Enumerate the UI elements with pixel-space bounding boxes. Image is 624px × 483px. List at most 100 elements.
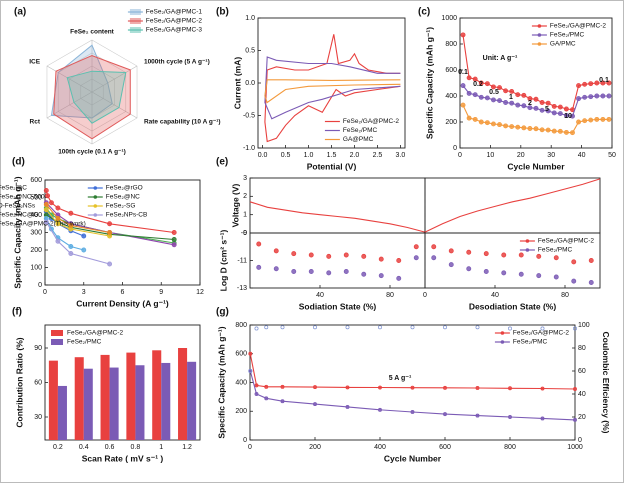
data-point — [508, 386, 512, 391]
y-tick-label: 400 — [445, 93, 457, 100]
data-point — [539, 107, 545, 113]
x-tick-label: 0.0 — [258, 152, 268, 159]
data-point — [497, 122, 502, 128]
data-point — [539, 100, 545, 105]
legend-marker — [93, 186, 98, 190]
data-point — [588, 280, 594, 285]
legend-swatch — [129, 27, 141, 33]
y-tick-label: 1.0 — [245, 15, 255, 22]
x-tick-label: 20 — [517, 152, 525, 159]
data-point — [582, 81, 588, 87]
data-point — [582, 94, 588, 100]
data-point — [533, 105, 539, 111]
legend-label: FeSe₂/PMC — [513, 339, 548, 346]
legend-marker — [93, 213, 98, 217]
radar-axis-label: FeSe₂ content — [70, 29, 115, 36]
data-point — [563, 129, 569, 135]
data-point — [107, 261, 113, 267]
data-point — [503, 100, 509, 105]
x-tick-label: 80 — [561, 292, 569, 299]
y-axis-label: Specific Capacity (mAh g⁻¹) — [12, 176, 22, 288]
data-point — [573, 387, 577, 391]
data-point — [606, 80, 612, 86]
data-point — [483, 269, 489, 274]
data-point — [280, 325, 285, 330]
y2-tick-label: 0 — [578, 437, 582, 444]
x-tick-label: 1.5 — [327, 152, 337, 159]
y-tick-label: 60 — [34, 379, 42, 386]
bar — [126, 352, 136, 440]
data-point — [107, 221, 113, 227]
legend-label: FeSe₂/PMC — [67, 339, 102, 346]
y-tick-label: 0 — [243, 437, 247, 444]
y-tick-label: 200 — [445, 119, 457, 126]
data-point — [345, 404, 350, 409]
data-point — [545, 100, 551, 106]
data-point — [343, 269, 349, 274]
x-tick-label: 0.5 — [281, 152, 291, 159]
x-tick-label: 40 — [316, 292, 324, 299]
x-tick-label: 0.8 — [131, 444, 141, 451]
legend-marker — [500, 331, 505, 335]
legend-label: FeSe₂/GA@PMC-2 — [343, 118, 399, 125]
y-tick-label: 30 — [34, 414, 42, 421]
series-line — [249, 201, 426, 233]
radar-axis-label: ICE — [29, 59, 41, 66]
data-point — [466, 115, 472, 121]
y-tick-label: 600 — [30, 177, 42, 184]
y2-tick-label: 60 — [578, 368, 586, 375]
data-point — [308, 252, 314, 258]
legend-label: FeSe₂/GA@PMC-2 — [538, 238, 594, 245]
annotation: 2 — [528, 100, 532, 107]
x-axis-label: Cycle Number — [384, 453, 442, 463]
legend-marker — [525, 248, 530, 252]
y-tick-label: 0 — [38, 282, 42, 289]
data-point — [264, 384, 269, 389]
annotation: 5 — [545, 106, 549, 113]
data-point — [509, 124, 515, 130]
data-point — [254, 383, 259, 388]
data-point — [256, 264, 262, 270]
data-point — [254, 392, 259, 396]
data-point — [81, 247, 87, 253]
data-point — [533, 96, 539, 102]
data-point — [484, 120, 490, 126]
data-point — [313, 402, 317, 407]
data-point — [497, 85, 502, 91]
data-point — [171, 242, 177, 248]
data-point — [448, 262, 454, 268]
data-point — [540, 326, 545, 331]
data-point — [107, 230, 113, 235]
y-tick-label: 100 — [30, 264, 42, 271]
y-tick-label: 0 — [453, 145, 457, 152]
annotation: 0.1 — [458, 69, 468, 76]
y2-tick-label: 80 — [578, 345, 586, 352]
y-tick-label: 0.5 — [245, 47, 255, 54]
legend-marker — [537, 33, 542, 37]
radar-axis-label: Rct — [30, 119, 41, 126]
annotation: 0.1 — [599, 77, 609, 84]
x-tick-label: 0 — [423, 292, 427, 299]
x-tick-label: 10 — [487, 152, 495, 159]
data-point — [431, 244, 437, 250]
data-point — [171, 230, 177, 235]
x-tick-label: 1.2 — [182, 444, 192, 451]
panel-label: (f) — [12, 307, 22, 318]
data-point — [256, 241, 262, 247]
data-point — [515, 124, 521, 130]
x-tick-label: 1 — [159, 444, 163, 451]
data-point — [43, 219, 49, 225]
bar — [187, 361, 197, 440]
x-tick-label: 400 — [374, 444, 386, 451]
data-point — [545, 127, 551, 133]
y-tick-label: 0 — [243, 230, 247, 237]
bar — [152, 350, 162, 440]
series-line — [264, 79, 401, 104]
data-point — [280, 384, 285, 389]
y-tick-label: 800 — [235, 322, 247, 329]
legend-label: FeSe₂/GA@PMC-2 — [513, 330, 569, 337]
data-point — [472, 76, 478, 82]
data-point — [536, 273, 542, 279]
data-point — [81, 233, 87, 239]
radar-area — [66, 70, 127, 124]
